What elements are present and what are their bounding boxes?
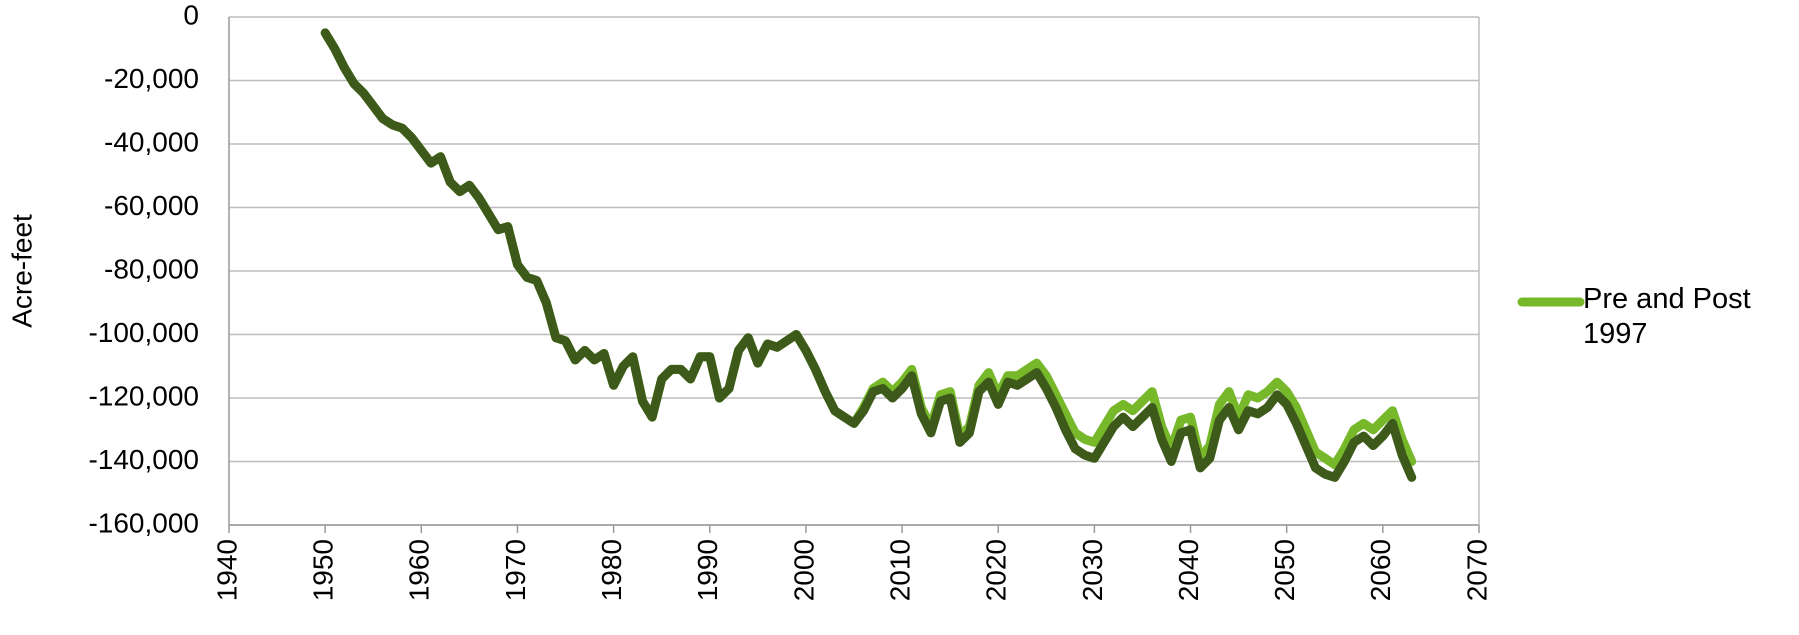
x-tick-label: 2020 (981, 539, 1012, 601)
y-tick-label: -160,000 (88, 507, 199, 538)
x-tick-label: 1950 (308, 539, 339, 601)
x-tick-label: 2010 (884, 539, 915, 601)
x-tick-label: 1960 (404, 539, 435, 601)
x-tick-label: 1990 (692, 539, 723, 601)
x-tick-label: 2050 (1269, 539, 1300, 601)
legend-label: Pre and Post 1997 (1583, 283, 1751, 350)
y-tick-label: -120,000 (88, 380, 199, 411)
series-line (320, 28, 1417, 482)
x-tick-label: 2070 (1461, 539, 1492, 601)
y-tick-label: -40,000 (104, 126, 199, 157)
y-axis-title: Acre-feet (6, 214, 37, 328)
y-tick-label: -60,000 (104, 190, 199, 221)
x-tick-label: 1940 (211, 539, 242, 601)
x-tick-label: 1980 (596, 539, 627, 601)
y-tick-label: 0 (183, 0, 199, 30)
x-tick-label: 2040 (1173, 539, 1204, 601)
x-tick-label: 1970 (500, 539, 531, 601)
y-tick-label: -80,000 (104, 253, 199, 284)
y-tick-label: -20,000 (104, 63, 199, 94)
x-tick-label: 2030 (1077, 539, 1108, 601)
y-tick-label: -140,000 (88, 444, 199, 475)
y-tick-label: -100,000 (88, 317, 199, 348)
x-tick-label: 2000 (788, 539, 819, 601)
x-tick-label: 2060 (1365, 539, 1396, 601)
